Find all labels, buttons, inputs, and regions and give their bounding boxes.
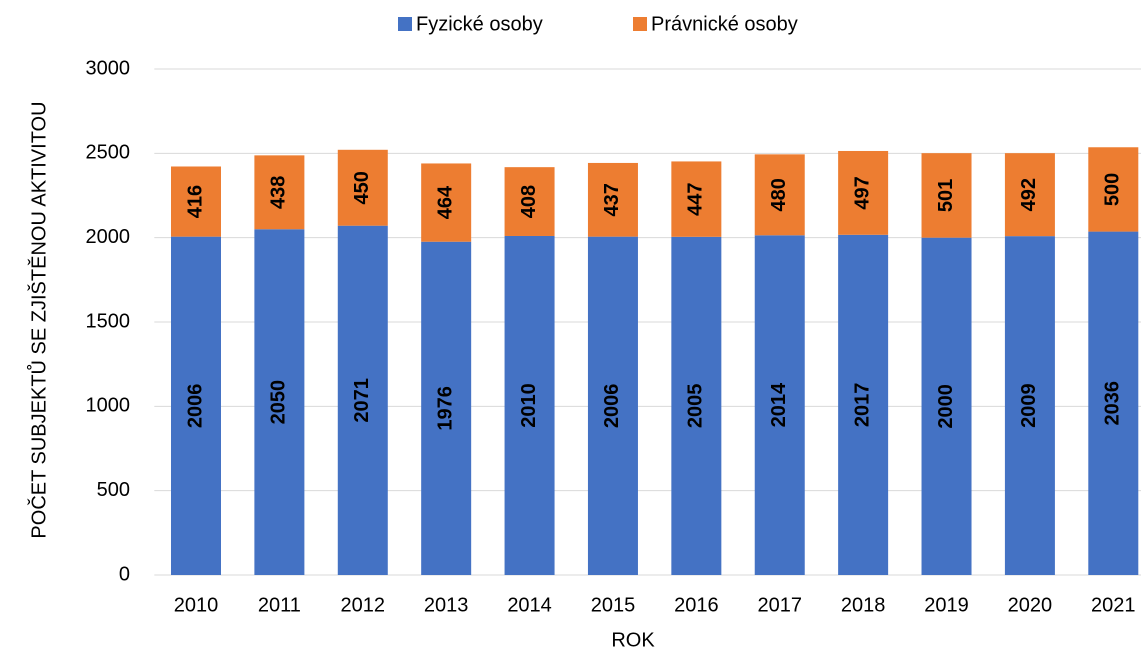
x-tick-label: 2012 xyxy=(341,594,386,616)
data-label: 408 xyxy=(518,185,540,218)
bar-segment xyxy=(504,167,555,236)
data-label: 480 xyxy=(768,178,790,211)
x-axis-title: ROK xyxy=(611,629,655,651)
x-tick-label: 2019 xyxy=(924,594,969,616)
bar-segment xyxy=(587,162,638,237)
y-tick-label: 3000 xyxy=(86,57,131,79)
data-label: 438 xyxy=(268,176,290,209)
bar-segment xyxy=(170,236,221,575)
x-tick-label: 2014 xyxy=(507,594,552,616)
bar-segment xyxy=(504,235,555,576)
x-tick-label: 2021 xyxy=(1091,594,1136,616)
data-label: 447 xyxy=(685,182,707,215)
bar-segment xyxy=(671,236,722,575)
bar-segment xyxy=(1004,236,1055,575)
data-label: 501 xyxy=(935,179,957,212)
bar-segment xyxy=(1004,153,1055,237)
data-label: 500 xyxy=(1102,173,1124,206)
data-label: 450 xyxy=(351,171,373,204)
bar-segment xyxy=(754,154,805,236)
bar-segment xyxy=(1088,147,1139,232)
data-label: 2014 xyxy=(768,382,790,427)
data-label: 2010 xyxy=(518,383,540,428)
x-tick-label: 2020 xyxy=(1008,594,1053,616)
bar-segment xyxy=(337,149,388,226)
data-label: 2006 xyxy=(601,384,623,429)
data-label: 497 xyxy=(851,176,873,209)
bar-segment xyxy=(921,237,972,575)
x-tick-label: 2011 xyxy=(258,594,301,616)
bar-segment xyxy=(838,234,889,576)
bar-segment xyxy=(421,241,472,575)
legend-swatch xyxy=(398,17,412,31)
data-label: 2009 xyxy=(1018,383,1040,428)
bar-segment xyxy=(754,235,805,575)
data-label: 2071 xyxy=(351,378,373,423)
x-tick-label: 2013 xyxy=(424,594,469,616)
bar-segment xyxy=(921,153,972,238)
x-tick-label: 2015 xyxy=(591,594,636,616)
x-tick-label: 2017 xyxy=(757,594,802,616)
data-label: 2017 xyxy=(851,383,873,428)
bar-segment xyxy=(170,166,221,237)
legend-label: Právnické osoby xyxy=(651,13,798,35)
bar-segment xyxy=(838,150,889,235)
bar-segment xyxy=(671,161,722,237)
legend-label: Fyzické osoby xyxy=(416,13,543,35)
bar-segment xyxy=(254,229,305,575)
bar-segment xyxy=(421,163,472,242)
data-label: 1976 xyxy=(434,386,456,431)
data-label: 416 xyxy=(184,185,206,218)
bar-segment xyxy=(337,225,388,575)
bar-segment xyxy=(254,155,305,230)
legend-swatch xyxy=(633,17,647,31)
y-axis-title: POČET SUBJEKTŮ SE ZJIŠTĚNOU AKTIVITOU xyxy=(26,101,50,538)
y-tick-label: 500 xyxy=(97,479,130,501)
y-tick-label: 1000 xyxy=(86,395,131,417)
x-tick-label: 2016 xyxy=(674,594,719,616)
data-label: 2036 xyxy=(1102,381,1124,426)
x-tick-label: 2018 xyxy=(841,594,886,616)
data-label: 437 xyxy=(601,183,623,216)
data-label: 2006 xyxy=(184,384,206,429)
data-label: 492 xyxy=(1018,178,1040,211)
data-label: 2050 xyxy=(268,380,290,425)
y-tick-label: 2500 xyxy=(86,142,131,164)
data-label: 2005 xyxy=(685,384,707,429)
data-label: 464 xyxy=(434,185,456,219)
y-tick-label: 1500 xyxy=(86,310,131,332)
x-tick-label: 2010 xyxy=(174,594,219,616)
y-tick-label: 0 xyxy=(119,563,130,585)
bar-segment xyxy=(1088,231,1139,575)
bar-segment xyxy=(587,236,638,575)
data-label: 2000 xyxy=(935,384,957,429)
y-tick-label: 2000 xyxy=(86,226,131,248)
